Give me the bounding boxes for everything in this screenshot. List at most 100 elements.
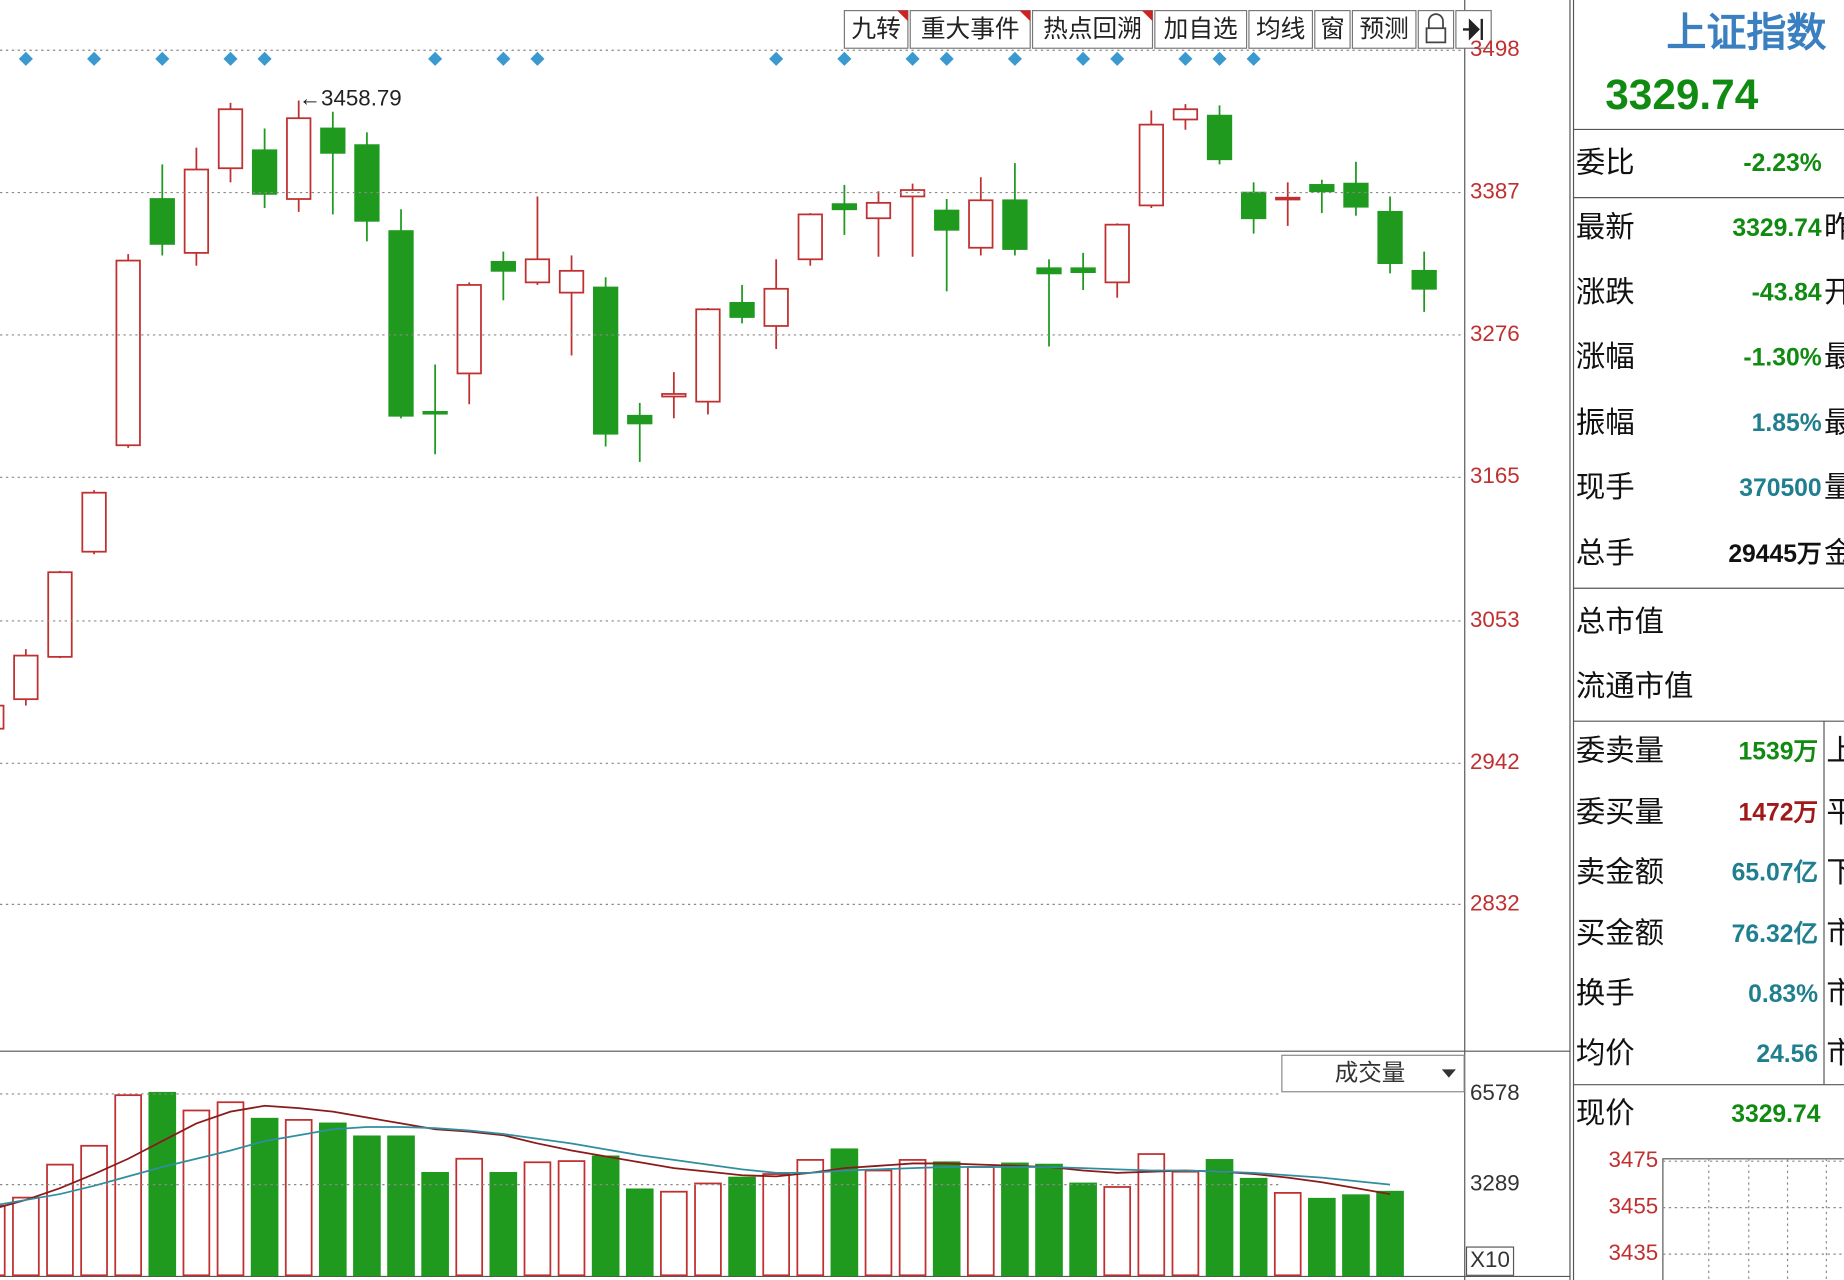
candle-body <box>217 108 244 170</box>
row-label: 委卖量 <box>1576 735 1664 768</box>
row-label: 最新 <box>1576 211 1635 244</box>
candle-body <box>899 189 926 198</box>
row-label: 总手 <box>1576 537 1635 570</box>
candle-body <box>286 117 312 200</box>
volume-bar <box>250 1117 279 1277</box>
mini-chart <box>1662 1158 1844 1280</box>
row-label: 委比 <box>1576 146 1635 179</box>
candle-body <box>627 414 653 425</box>
candle-body <box>1377 210 1403 265</box>
volume-bar <box>489 1171 518 1277</box>
row-value: 65.07亿 <box>1732 859 1818 887</box>
candle-body <box>1036 267 1062 275</box>
signal-marker <box>1212 51 1227 66</box>
signal-marker <box>769 51 784 66</box>
candle-body <box>422 411 448 415</box>
volume-bar <box>557 1160 586 1277</box>
candle-body <box>47 571 73 658</box>
toolbar-label: 窗 <box>1320 15 1345 43</box>
signal-marker <box>257 51 272 66</box>
row-label: 涨幅 <box>1576 341 1635 374</box>
toolbar-button[interactable] <box>1248 10 1314 49</box>
candle-body <box>524 258 551 284</box>
volume-bar <box>12 1196 40 1277</box>
y-tick-label: 3276 <box>1470 321 1520 346</box>
volume-bar <box>46 1163 74 1277</box>
row-label: 卖金额 <box>1576 856 1664 889</box>
candle-body <box>456 284 482 375</box>
unit-box <box>1465 1246 1515 1276</box>
volume-bar <box>0 1204 6 1277</box>
volume-bar <box>1239 1177 1268 1277</box>
row-value: 3329.74 <box>1731 1101 1820 1128</box>
row-value: 0.83% <box>1748 981 1818 1008</box>
toolbar-button[interactable] <box>1351 10 1417 49</box>
toolbar-label: 热点回溯 <box>1043 15 1142 43</box>
signal-marker <box>530 51 545 66</box>
toolbar-button[interactable] <box>909 10 1031 49</box>
moving-average <box>0 1126 1391 1206</box>
candle-body <box>81 491 107 553</box>
volume-bar <box>284 1119 313 1277</box>
y-tick-label: 3165 <box>1470 463 1520 488</box>
row-label: 换手 <box>1576 977 1635 1010</box>
row-value: 1472万 <box>1739 800 1819 827</box>
candle-body <box>490 260 516 272</box>
row-extra: 市 <box>1826 1037 1844 1070</box>
signal-marker <box>18 51 33 66</box>
volume-bar <box>1273 1192 1302 1277</box>
signal-marker <box>87 51 102 66</box>
mini-tick-label: 3435 <box>1609 1240 1659 1265</box>
toolbar-button[interactable] <box>1314 10 1351 49</box>
candle-body <box>1411 269 1437 290</box>
candle-body <box>797 213 823 261</box>
row-label: 总市值 <box>1576 605 1664 638</box>
dropdown-arrow[interactable] <box>1441 1069 1456 1078</box>
plot-area: ←3458.79 <box>0 51 1437 1277</box>
toolbar-label: 加自选 <box>1164 15 1238 43</box>
candle-body <box>1104 223 1130 284</box>
toolbar-button[interactable] <box>1154 10 1248 49</box>
candle-body <box>1206 114 1233 161</box>
candle-body <box>695 308 721 403</box>
toolbar-button[interactable] <box>843 10 909 49</box>
candle-body <box>661 393 687 398</box>
y-tick-label: 6578 <box>1470 1080 1520 1105</box>
row-value: 3329.74 <box>1732 215 1821 242</box>
row-label: 流通市值 <box>1576 670 1694 703</box>
volume-bar <box>932 1161 961 1277</box>
row-value: -2.23% <box>1743 150 1821 177</box>
row-label: 均价 <box>1576 1037 1635 1070</box>
row-extra: 下 <box>1826 856 1844 889</box>
candle-body <box>763 287 789 327</box>
volume-bar <box>318 1122 347 1277</box>
candle-body <box>729 302 755 318</box>
toolbar-label: 重大事件 <box>921 15 1020 43</box>
candle-body <box>1275 196 1301 201</box>
row-label: 现价 <box>1576 1097 1635 1130</box>
volume-bar <box>1103 1186 1132 1277</box>
volume-bar <box>966 1166 995 1277</box>
row-value: -1.30% <box>1743 344 1821 371</box>
toolbar-label: 九转 <box>851 15 900 43</box>
volume-bar <box>1376 1190 1404 1277</box>
volume-bar <box>1069 1182 1097 1277</box>
volume-label-box[interactable] <box>1281 1054 1465 1093</box>
signal-marker <box>1110 51 1125 66</box>
lock-icon <box>1425 13 1447 44</box>
candle-body <box>1240 191 1267 220</box>
signal-marker <box>1246 51 1261 66</box>
volume-title: 成交量 <box>1335 1059 1406 1085</box>
row-extra: 上 <box>1826 735 1844 768</box>
volume-bar <box>660 1190 688 1277</box>
volume-bar <box>387 1135 415 1277</box>
volume-bar <box>1137 1153 1166 1277</box>
toolbar-button[interactable] <box>1031 10 1154 49</box>
row-value: 24.56 <box>1756 1041 1818 1068</box>
volume-bar <box>591 1155 620 1277</box>
row-extra: 金 <box>1824 537 1844 570</box>
badge <box>897 10 908 22</box>
row-label: 振幅 <box>1576 406 1635 439</box>
row-value: 1.85% <box>1752 410 1822 437</box>
